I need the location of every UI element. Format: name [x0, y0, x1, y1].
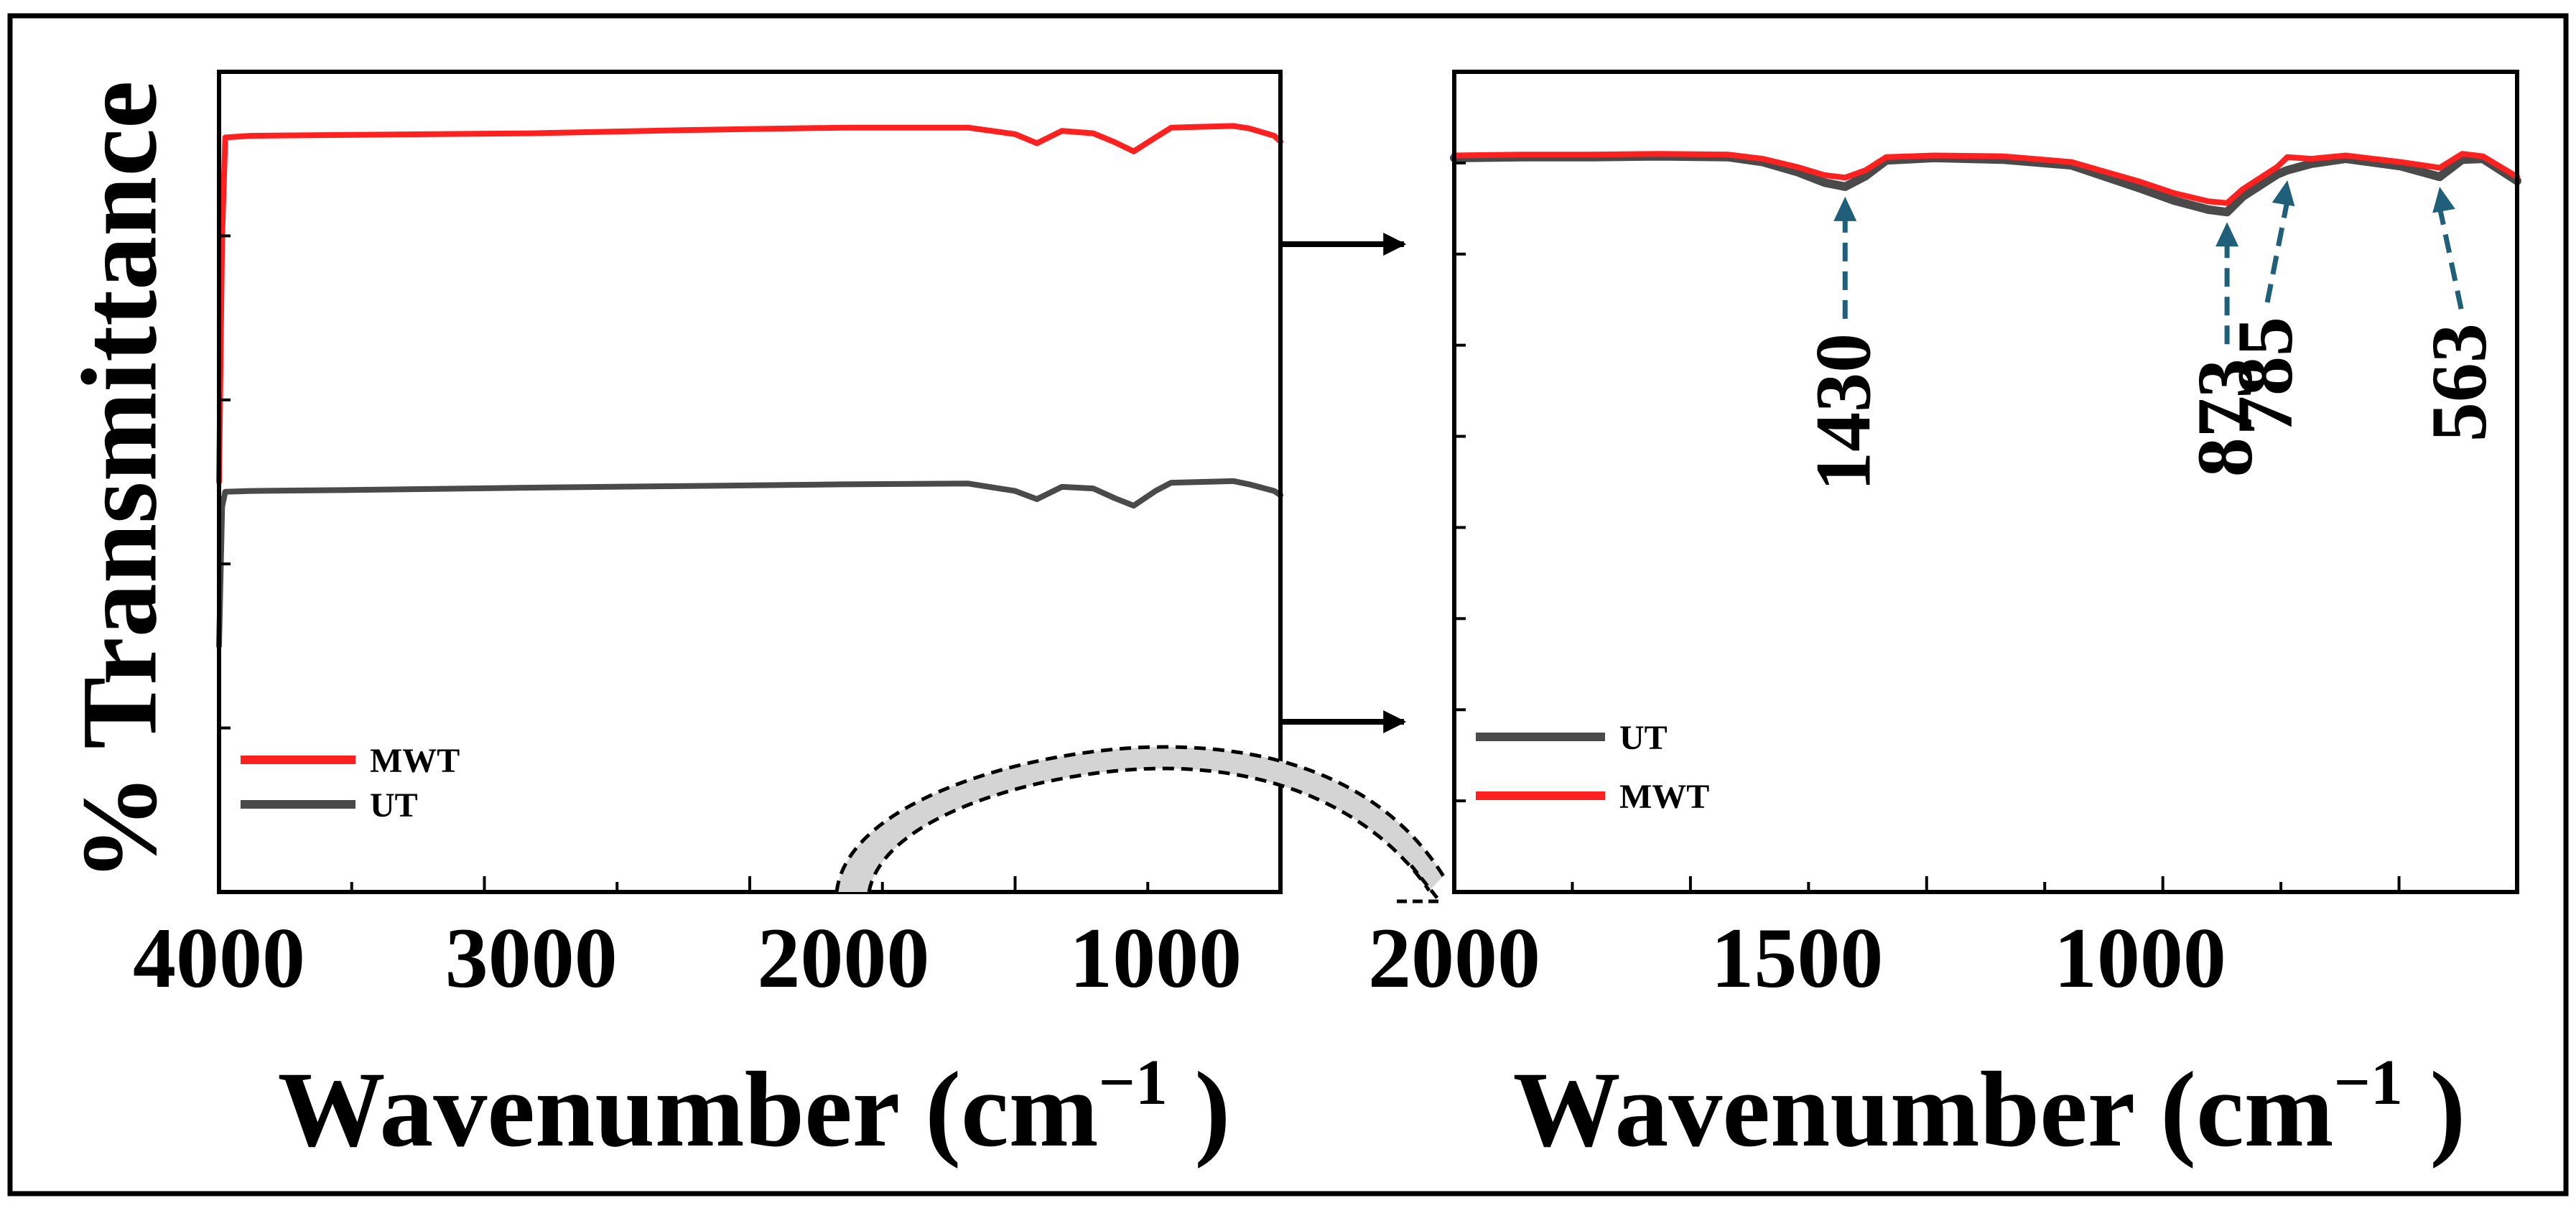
x-tick-label: 1500	[1711, 910, 1883, 1005]
full-spectrum-x-tick-labels: 4000 3000 2000 1000	[133, 910, 1242, 1005]
peak-label-563: 563	[2415, 323, 2503, 442]
legend-label-ut: UT	[1619, 719, 1668, 757]
zoomed-spectrum-legend: MWT UT	[1476, 719, 1709, 816]
x-axis-title-main: Wavenumber (cm	[1513, 1050, 2334, 1169]
x-tick-label: 1000	[2054, 910, 2226, 1005]
x-axis-title-superscript: −1	[1099, 1047, 1168, 1118]
x-tick-label: 2000	[757, 910, 929, 1005]
peak-arrowhead-1430	[1833, 196, 1857, 221]
zoom-indicator-band	[837, 747, 1443, 892]
x-axis-title-end: )	[1168, 1050, 1230, 1169]
x-tick-label: 1000	[1069, 910, 1242, 1005]
x-tick-label: 3000	[445, 910, 618, 1005]
x-axis-title-main: Wavenumber (cm	[278, 1050, 1099, 1169]
peak-label-785: 785	[2221, 317, 2309, 435]
peak-label-873: 873	[2181, 358, 2269, 477]
peak-label-1430: 1430	[1799, 333, 1887, 491]
x-axis-title-end: )	[2403, 1050, 2465, 1169]
zoom-indicator	[834, 745, 1446, 903]
series-line-mwt	[1451, 151, 2520, 206]
full-spectrum-x-axis-title: Wavenumber (cm−1 )	[278, 1047, 1231, 1169]
legend-label-ut: UT	[370, 786, 418, 824]
x-tick-label: 4000	[133, 910, 305, 1005]
series-line-ut	[216, 478, 1283, 649]
zoomed-spectrum-ticks	[1453, 161, 2519, 892]
full-spectrum-plot-area	[216, 123, 1283, 649]
full-spectrum-legend: UT MWT	[241, 742, 460, 824]
x-tick-label: 2000	[1368, 910, 1540, 1005]
legend-label-mwt: MWT	[370, 742, 460, 780]
legend-label-mwt: MWT	[1619, 778, 1709, 816]
series-line-mwt	[216, 123, 1283, 485]
peak-arrowhead-563	[2432, 187, 2455, 213]
x-axis-title-superscript: −1	[2334, 1047, 2403, 1118]
peak-arrow-785	[2264, 200, 2290, 303]
peak-arrowhead-785	[2272, 180, 2295, 207]
figure-frame	[7, 13, 2569, 1197]
zoom-indicator-inner-arc	[867, 766, 1431, 893]
zoomed-spectrum-plot-area	[1450, 151, 2521, 217]
peak-arrow-563	[2437, 206, 2464, 310]
full-spectrum-ticks	[218, 234, 1282, 892]
zoomed-spectrum-axes	[1452, 70, 2519, 894]
zoom-indicator-outer-arc	[834, 745, 1446, 893]
y-axis-title: % Transmittance	[60, 80, 179, 881]
zoomed-spectrum-x-tick-labels: 2000 1500 1000	[1368, 910, 2226, 1005]
peak-arrowhead-873	[2215, 222, 2239, 247]
full-spectrum-panel: 4000 3000 2000 1000 UT MWT % Transmittance W…	[60, 70, 1283, 1169]
zoomed-spectrum-x-axis-title: Wavenumber (cm−1 )	[1513, 1047, 2466, 1169]
